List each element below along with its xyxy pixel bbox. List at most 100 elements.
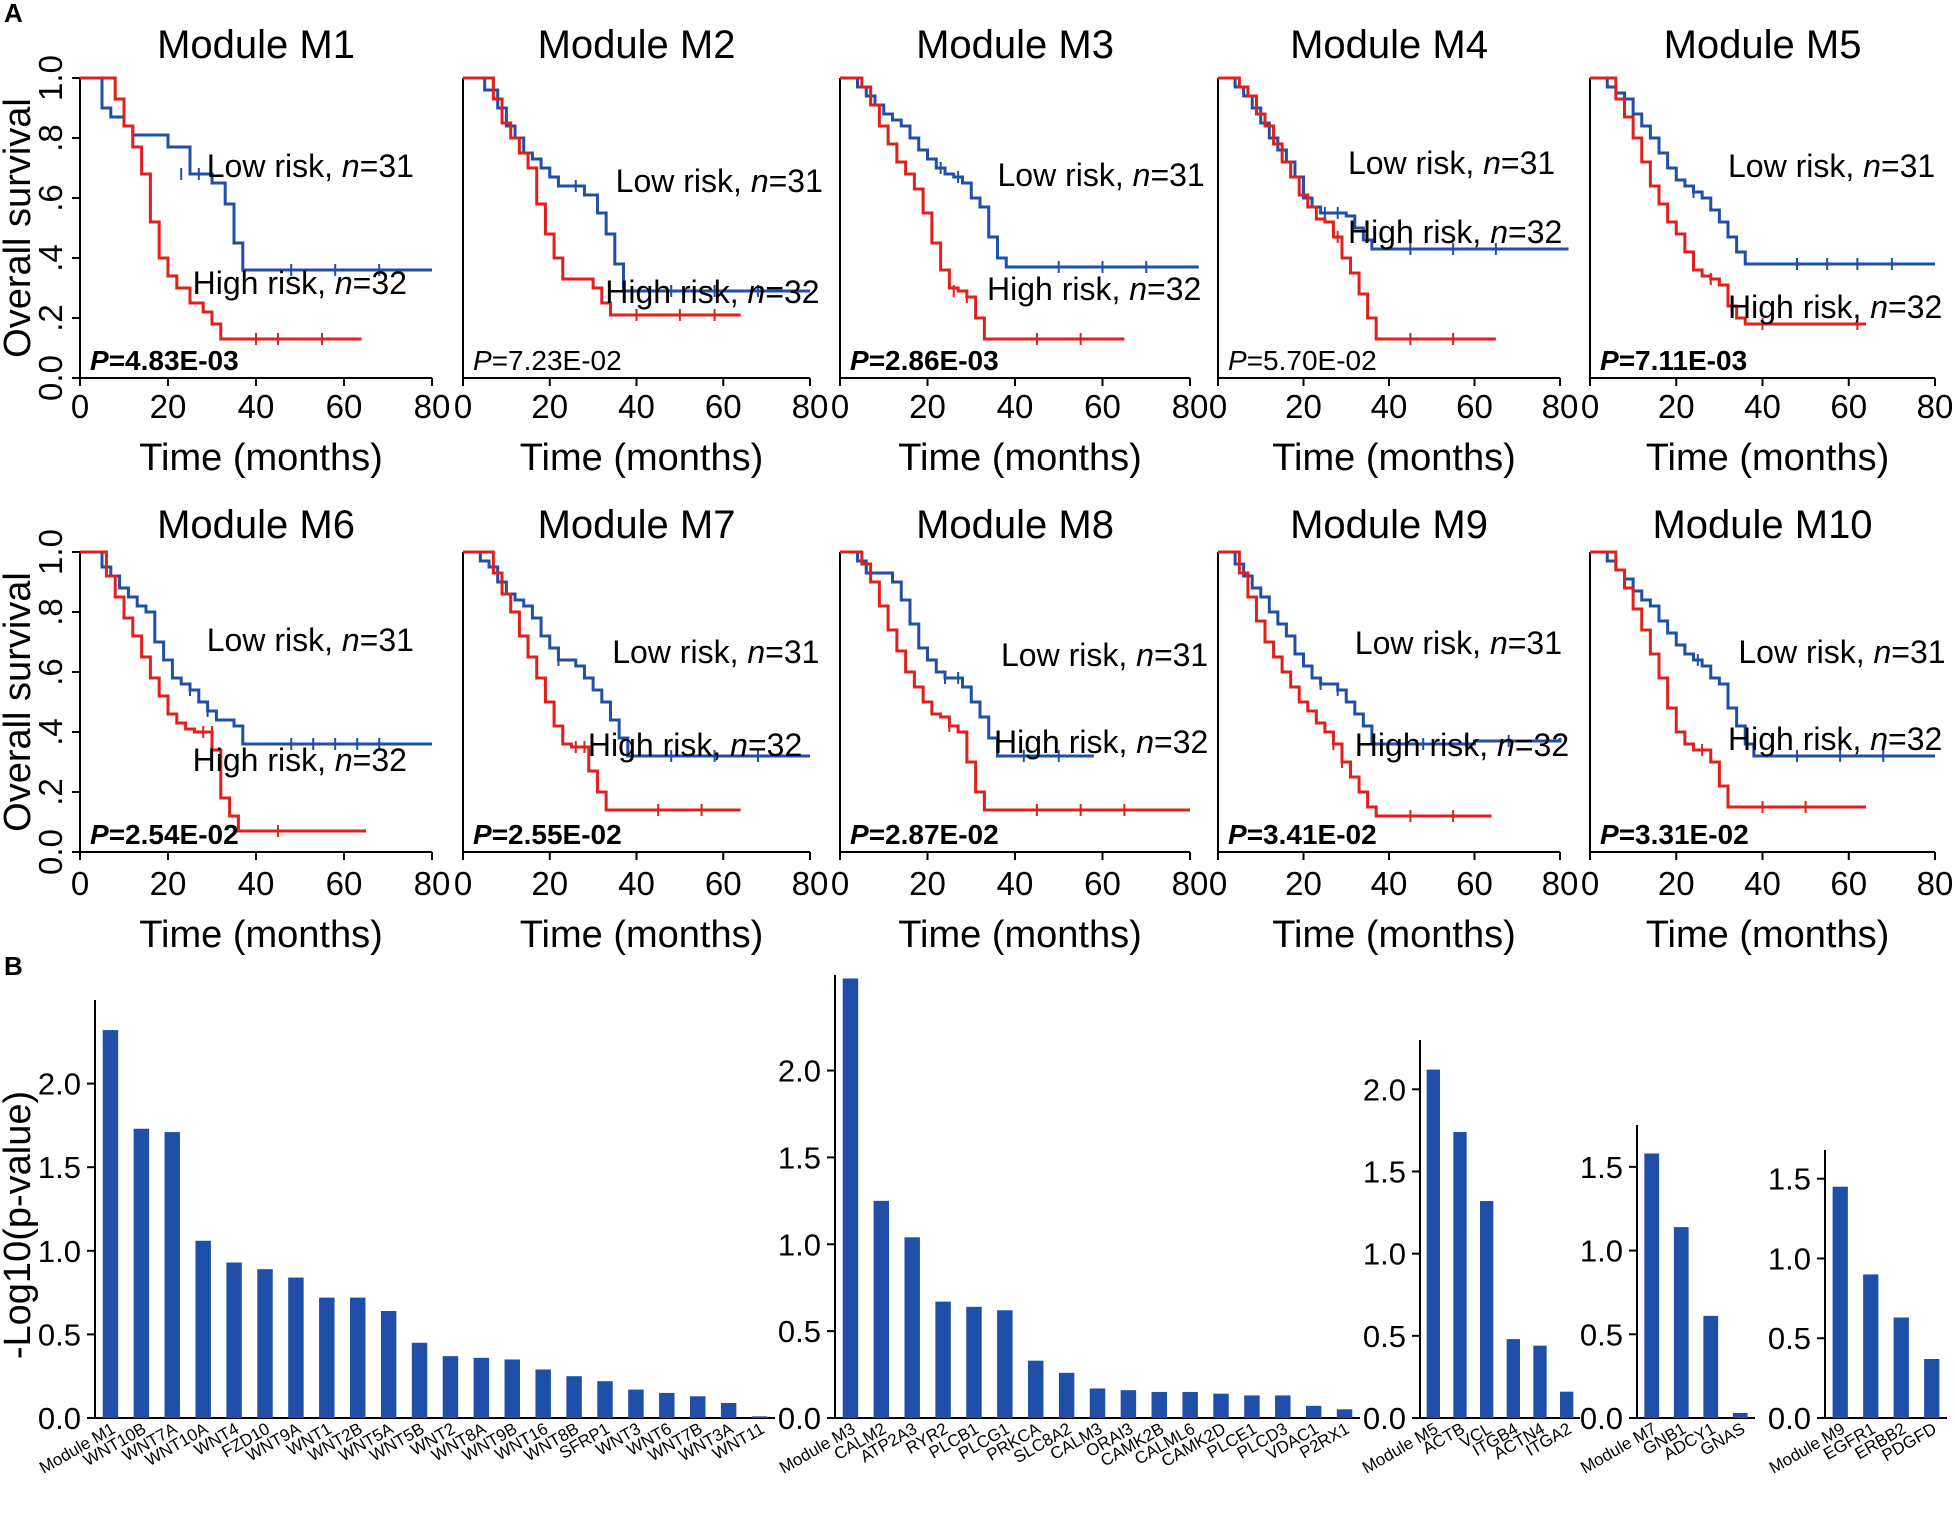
km-plot-6: Module M6 0 20 40 60 80 Time (months) 0.0 .2 .4 .6… xyxy=(0,503,450,956)
bar-calm2 xyxy=(873,1200,890,1418)
bar-erbb2 xyxy=(1893,1317,1909,1418)
x-axis-title: Time (months) xyxy=(1272,437,1516,479)
low-risk-curve xyxy=(80,550,432,746)
x-tick-label: 40 xyxy=(618,865,655,902)
x-tick-label: 80 xyxy=(792,388,829,425)
p-value-label: P=2.55E-02 xyxy=(473,819,622,850)
risk-group-text: Low risk, xyxy=(207,622,342,658)
n-symbol: n xyxy=(1497,727,1515,763)
bar-adcy1 xyxy=(1703,1315,1719,1418)
low-risk-label: Low risk, n=31 xyxy=(1728,148,1935,184)
p-symbol: P xyxy=(473,345,492,376)
high-risk-curve xyxy=(80,76,362,341)
x-axis-title: Time (months) xyxy=(139,914,383,956)
bar-wnt2 xyxy=(442,1356,459,1418)
y-tick-label: 0.5 xyxy=(1580,1317,1623,1352)
y-tick-label: 0.5 xyxy=(1363,1319,1406,1354)
bar-module-m1 xyxy=(102,1030,119,1418)
x-tick-label: 20 xyxy=(1658,865,1695,902)
km-plot-3: Module M3 0 20 40 60 80 Time (months) Low risk,… xyxy=(831,23,1209,479)
n-value: =32 xyxy=(748,727,802,763)
n-symbol: n xyxy=(1133,157,1151,193)
x-tick-label: 0 xyxy=(71,388,89,425)
n-symbol: n xyxy=(1490,625,1508,661)
risk-group-text: Low risk, xyxy=(207,148,342,184)
plot-title: Module M6 xyxy=(157,503,355,547)
km-plot-4: Module M4 0 20 40 60 80 Time (months) Low risk,… xyxy=(1209,23,1579,479)
x-tick-label: 20 xyxy=(1658,388,1695,425)
low-risk-label: Low risk, n=31 xyxy=(612,634,819,670)
risk-group-text: High risk, xyxy=(588,727,730,763)
x-tick-label: 0 xyxy=(831,865,849,902)
x-tick-label: 20 xyxy=(531,865,568,902)
y-tick-label: 0.0 xyxy=(32,355,69,401)
x-axis-title: Time (months) xyxy=(898,914,1142,956)
n-value: =31 xyxy=(1891,634,1945,670)
x-tick-label: 0 xyxy=(831,388,849,425)
bar-gnb1 xyxy=(1673,1227,1689,1418)
bar-ryr2 xyxy=(935,1301,951,1418)
bar-plce1 xyxy=(1244,1395,1260,1418)
km-plot-1: Module M1 0 20 40 60 80 Time (months) 0.0 .2 .4 .6… xyxy=(0,23,450,479)
x-tick-label: 20 xyxy=(909,865,946,902)
plot-title: Module M4 xyxy=(1290,23,1488,67)
bar-sfrp1 xyxy=(597,1381,613,1418)
p-symbol: P xyxy=(90,345,109,376)
p-symbol: P xyxy=(473,819,492,850)
high-risk-label: High risk, n=32 xyxy=(193,265,407,301)
plot-title: Module M3 xyxy=(916,23,1114,67)
y-tick-label: 1.0 xyxy=(1363,1237,1406,1272)
bar-egfr1 xyxy=(1863,1274,1879,1418)
y-tick-label: 2.0 xyxy=(778,1054,821,1089)
x-tick-label: 60 xyxy=(1084,388,1121,425)
x-tick-label: 0 xyxy=(454,865,472,902)
p-value-label: P=3.41E-02 xyxy=(1228,819,1377,850)
x-tick-label: 80 xyxy=(1542,388,1579,425)
y-tick-label: .6 xyxy=(32,658,69,686)
n-value: =32 xyxy=(353,742,407,778)
bar-pdgfd xyxy=(1924,1358,1940,1418)
x-tick-label: 60 xyxy=(1084,865,1121,902)
bar-camk2b xyxy=(1151,1391,1167,1418)
p-symbol: P xyxy=(90,819,109,850)
x-tick-label: 0 xyxy=(1209,865,1227,902)
n-value: =32 xyxy=(765,274,819,310)
bar-wnt16 xyxy=(535,1369,551,1418)
p-value: =7.23E-02 xyxy=(492,345,622,376)
x-axis-title: Time (months) xyxy=(1646,914,1890,956)
low-risk-label: Low risk, n=31 xyxy=(998,157,1205,193)
n-value: =32 xyxy=(1154,724,1208,760)
x-axis-title: Time (months) xyxy=(898,437,1142,479)
bar-wnt7b xyxy=(690,1396,706,1418)
km-plot-9: Module M9 0 20 40 60 80 Time (months) Low risk,… xyxy=(1209,503,1579,956)
y-tick-label: 1.0 xyxy=(1768,1241,1811,1276)
bar-wnt3a xyxy=(720,1402,737,1418)
x-axis-title: Time (months) xyxy=(1646,437,1890,479)
bar-wnt10b xyxy=(133,1128,150,1418)
bar-chart-1: 0.00.51.01.52.0-Log10(p-value)Module M1W… xyxy=(0,1000,775,1478)
y-tick-label: .4 xyxy=(32,718,69,746)
n-value: =31 xyxy=(1508,625,1562,661)
p-symbol: P xyxy=(1600,819,1619,850)
y-tick-label: 1.5 xyxy=(1580,1150,1623,1185)
y-tick-label: 1.0 xyxy=(778,1227,821,1262)
x-tick-label: 60 xyxy=(326,865,363,902)
x-tick-label: 40 xyxy=(238,388,275,425)
y-tick-label: 0.0 xyxy=(32,829,69,875)
bar-orai3 xyxy=(1120,1390,1137,1418)
n-symbol: n xyxy=(730,727,748,763)
x-tick-label: 20 xyxy=(909,388,946,425)
bar-module-m9 xyxy=(1832,1186,1848,1418)
y-tick-label: 0.0 xyxy=(1768,1401,1811,1436)
risk-group-text: Low risk, xyxy=(616,163,751,199)
p-value-label: P=2.86E-03 xyxy=(850,345,999,376)
y-tick-label: .2 xyxy=(32,778,69,806)
x-tick-label: 60 xyxy=(1830,865,1867,902)
y-tick-label: .4 xyxy=(32,244,69,272)
high-risk-curve xyxy=(1218,76,1496,341)
p-value: =2.87E-02 xyxy=(869,819,999,850)
n-value: =31 xyxy=(765,634,819,670)
high-risk-label: High risk, n=32 xyxy=(1348,214,1562,250)
y-tick-label: 2.0 xyxy=(1363,1072,1406,1107)
